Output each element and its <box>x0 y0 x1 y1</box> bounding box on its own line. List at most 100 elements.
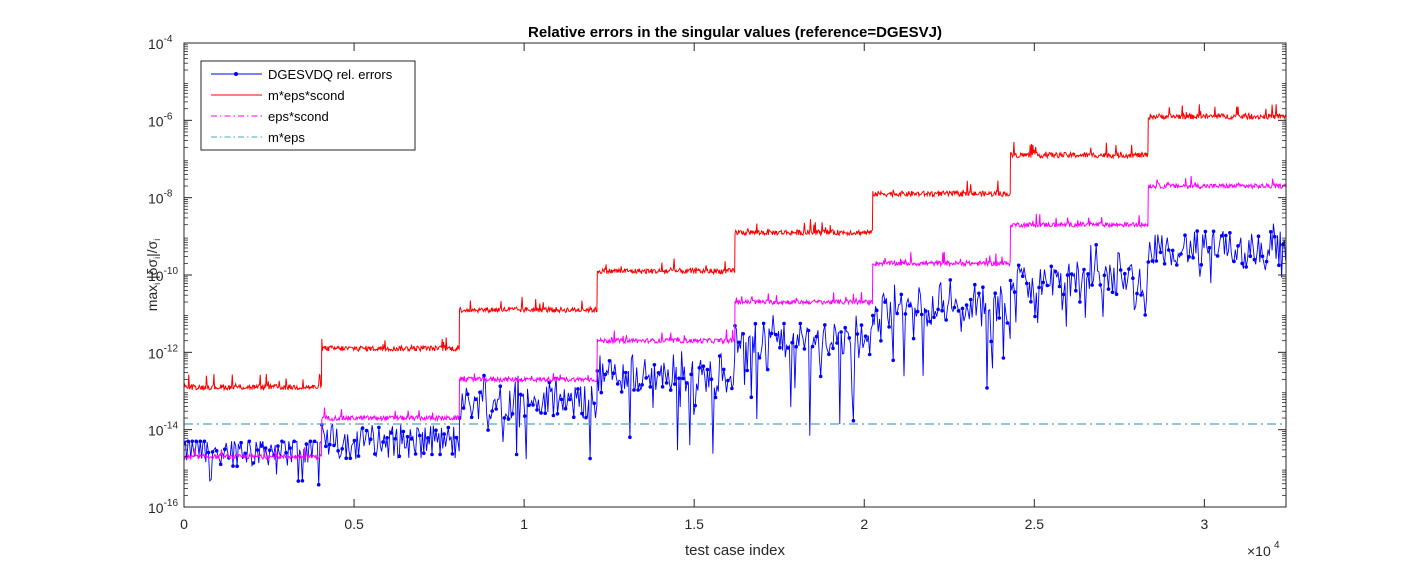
chart-title: Relative errors in the singular values (… <box>528 24 942 41</box>
data-point-dgesvdq <box>247 439 252 444</box>
data-point-dgesvdq <box>1154 259 1159 263</box>
data-point-dgesvdq <box>1082 267 1086 272</box>
data-point-dgesvdq <box>1256 234 1261 238</box>
data-point-dgesvdq <box>1012 290 1017 294</box>
data-point-dgesvdq <box>1264 259 1269 264</box>
data-point-dgesvdq <box>190 439 194 444</box>
data-point-dgesvdq <box>1098 283 1103 287</box>
data-point-dgesvdq <box>1008 278 1013 283</box>
data-point-dgesvdq <box>697 366 702 370</box>
data-point-dgesvdq <box>465 392 470 397</box>
data-point-dgesvdq <box>603 372 608 377</box>
data-point-dgesvdq <box>1150 259 1155 263</box>
data-point-dgesvdq <box>782 321 786 326</box>
data-point-dgesvdq <box>360 426 365 430</box>
data-point-dgesvdq <box>831 346 835 351</box>
data-point-dgesvdq <box>778 345 782 350</box>
data-point-dgesvdq <box>1102 273 1107 278</box>
data-point-dgesvdq <box>855 332 860 336</box>
data-point-dgesvdq <box>356 454 361 458</box>
data-point-dgesvdq <box>786 346 790 350</box>
data-point-dgesvdq <box>251 461 256 465</box>
data-point-dgesvdq <box>693 403 697 408</box>
legend-label-m-eps-scond: m*eps*scond <box>268 88 345 103</box>
legend-entry-dgesvdq: DGESVDQ rel. errors <box>211 67 393 82</box>
data-point-dgesvdq <box>559 397 564 402</box>
data-point-dgesvdq <box>717 354 722 358</box>
data-point-dgesvdq <box>928 319 932 324</box>
data-point-dgesvdq <box>1236 244 1240 248</box>
data-point-dgesvdq <box>664 381 669 385</box>
ylabel-sub-i: i <box>152 283 162 285</box>
data-point-dgesvdq <box>1224 233 1228 238</box>
data-point-dgesvdq <box>580 411 584 416</box>
data-point-dgesvdq <box>981 285 985 290</box>
data-point-dgesvdq <box>1211 229 1216 234</box>
data-point-dgesvdq <box>490 409 495 413</box>
data-point-dgesvdq <box>446 425 451 430</box>
data-point-dgesvdq <box>968 297 973 302</box>
data-point-dgesvdq <box>956 309 961 313</box>
series-layer <box>184 104 1286 487</box>
data-point-dgesvdq <box>1158 250 1163 255</box>
data-point-dgesvdq <box>1045 283 1049 288</box>
data-point-dgesvdq <box>438 452 442 457</box>
data-point-dgesvdq <box>818 374 823 379</box>
legend: DGESVDQ rel. errors m*eps*scond eps*scon… <box>200 60 416 151</box>
data-point-dgesvdq <box>843 325 847 330</box>
data-point-dgesvdq <box>373 452 377 456</box>
data-point-dgesvdq <box>409 437 414 441</box>
data-point-dgesvdq <box>304 442 309 446</box>
data-point-dgesvdq <box>611 371 616 376</box>
data-point-dgesvdq <box>1195 229 1199 233</box>
data-point-dgesvdq <box>506 417 511 421</box>
data-point-dgesvdq <box>588 456 592 461</box>
data-point-dgesvdq <box>514 452 519 457</box>
data-point-dgesvdq <box>186 439 190 444</box>
data-point-dgesvdq <box>486 428 490 432</box>
svg-text:maxi |δσi|/σi: maxi |δσi|/σi <box>144 239 162 312</box>
data-point-dgesvdq <box>328 442 332 447</box>
data-point-dgesvdq <box>899 292 904 297</box>
data-point-dgesvdq <box>288 446 292 450</box>
data-point-dgesvdq <box>231 464 235 468</box>
data-point-dgesvdq <box>989 339 993 344</box>
data-point-dgesvdq <box>267 448 272 453</box>
data-point-dgesvdq <box>1228 231 1232 235</box>
data-point-dgesvdq <box>300 479 305 483</box>
data-point-dgesvdq <box>753 321 758 326</box>
data-point-dgesvdq <box>1273 234 1277 239</box>
data-point-dgesvdq <box>1187 254 1191 259</box>
legend-label-dgesvdq: DGESVDQ rel. errors <box>268 67 393 82</box>
data-point-dgesvdq <box>798 321 803 326</box>
legend-entry-m-eps: m*eps <box>211 130 305 145</box>
data-point-dgesvdq <box>628 435 632 440</box>
ylabel-max: max <box>144 285 160 311</box>
x-tick-label: 3 <box>1200 516 1208 532</box>
data-point-dgesvdq <box>802 347 807 351</box>
data-point-dgesvdq <box>1135 291 1139 296</box>
data-point-dgesvdq <box>292 439 297 444</box>
data-point-dgesvdq <box>619 390 624 394</box>
data-point-dgesvdq <box>827 352 831 357</box>
data-point-dgesvdq <box>977 291 981 296</box>
data-point-dgesvdq <box>417 433 422 438</box>
data-point-dgesvdq <box>1166 248 1171 252</box>
data-point-dgesvdq <box>235 464 239 469</box>
data-point-dgesvdq <box>1005 321 1010 325</box>
data-point-dgesvdq <box>964 303 969 307</box>
data-point-dgesvdq <box>806 328 811 333</box>
data-point-dgesvdq <box>1248 254 1253 258</box>
data-point-dgesvdq <box>765 367 770 372</box>
data-point-dgesvdq <box>952 305 957 310</box>
data-point-dgesvdq <box>1033 314 1037 319</box>
data-point-dgesvdq <box>344 456 349 461</box>
y-axis-ticks: 10-16 10-14 10-12 10-10 10-8 10-6 10-4 <box>148 34 1286 516</box>
data-point-dgesvdq <box>713 395 718 400</box>
data-point-dgesvdq <box>851 418 856 423</box>
data-point-dgesvdq <box>632 388 636 392</box>
data-point-dgesvdq <box>1049 264 1054 269</box>
data-point-dgesvdq <box>389 431 393 435</box>
data-point-dgesvdq <box>668 388 673 392</box>
data-point-dgesvdq <box>405 434 410 439</box>
